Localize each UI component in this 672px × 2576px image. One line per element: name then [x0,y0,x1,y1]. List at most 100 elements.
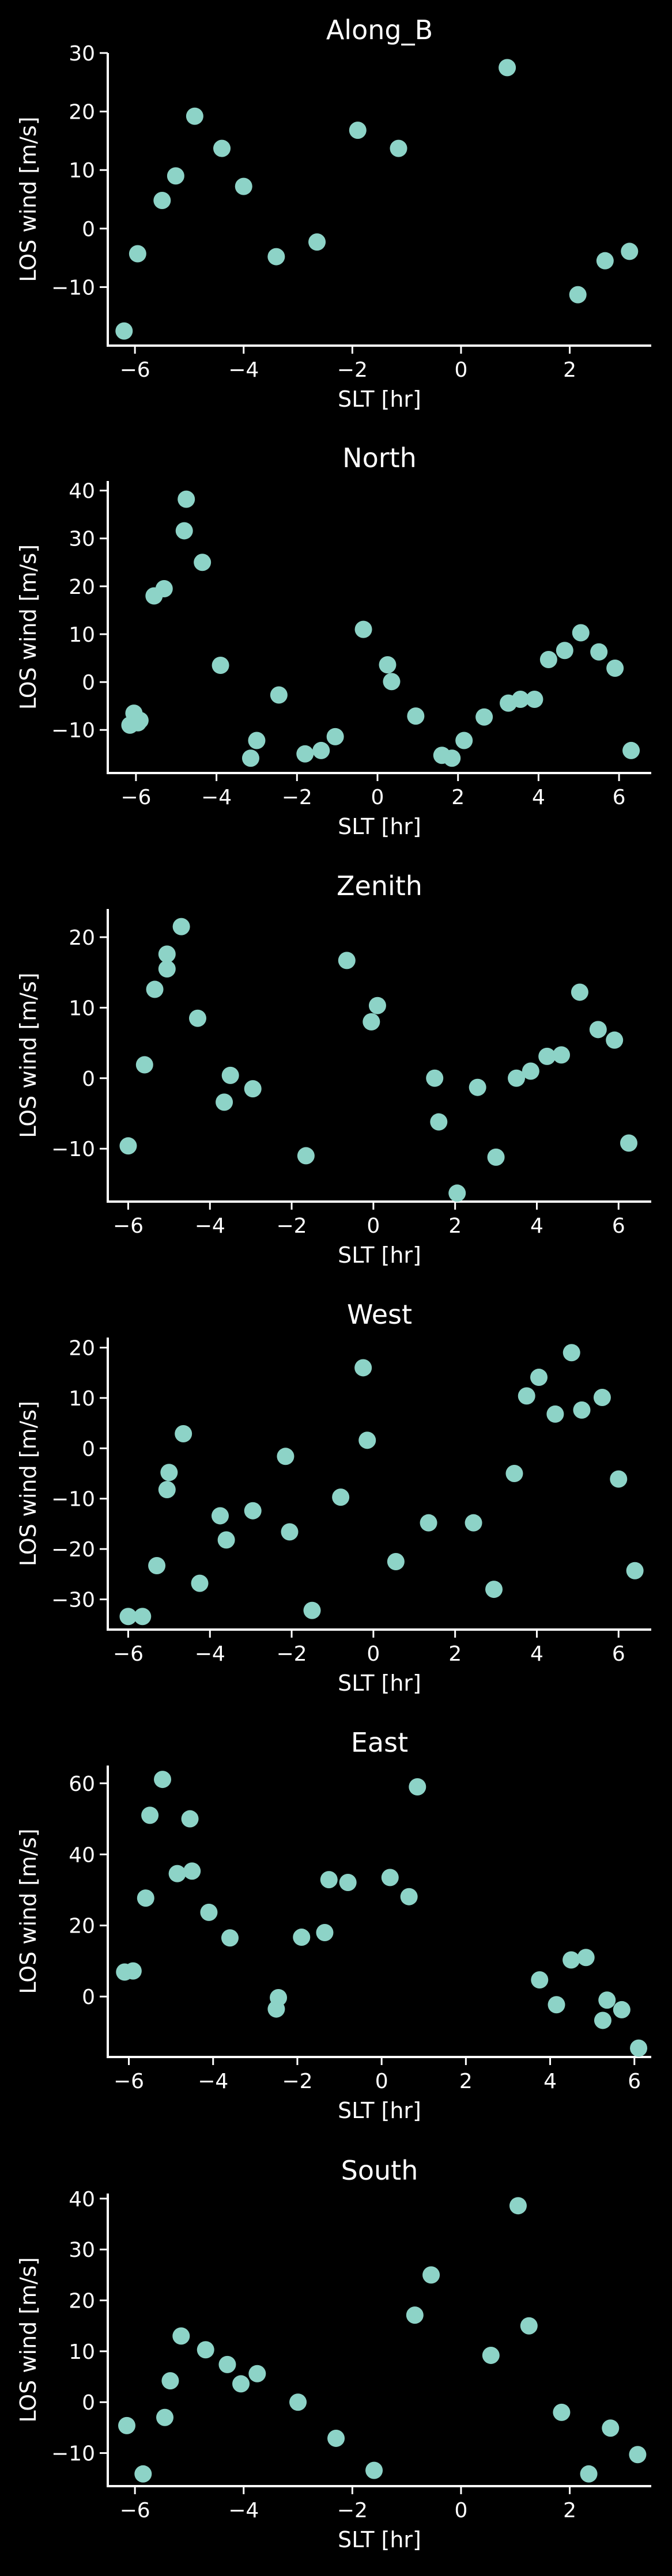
data-point [293,1929,311,1946]
data-point [455,732,473,749]
y-tick-label: 20 [69,1336,95,1360]
data-point [154,1771,172,1789]
x-tick-label: 2 [563,358,576,382]
data-point [134,2465,152,2483]
y-tick-label: 10 [69,997,95,1020]
data-point [183,1862,201,1880]
x-axis-label: SLT [hr] [338,1670,421,1696]
data-point [270,686,288,704]
y-axis-label: LOS wind [m/s] [16,2257,41,2422]
data-point [400,1888,418,1906]
data-point [606,659,624,677]
x-tick-label: −2 [282,2070,312,2093]
data-point [629,2446,647,2464]
data-point [175,1425,192,1442]
x-tick-label: 4 [530,1214,543,1238]
chart-title: West [347,1299,412,1330]
data-point [487,1148,505,1166]
data-point [312,741,330,759]
x-tick-label: 6 [628,2070,641,2093]
data-point [267,248,285,266]
panel-south: South −6 −4 −2 0 2 −10 0 10 20 30 40 SLT [hr] LOS win… [16,2155,651,2552]
y-tick-label: −10 [51,2442,95,2466]
data-point [118,2416,136,2434]
x-tick-label: 2 [451,786,465,809]
panel-zenith: Zenith −6 −4 −2 0 2 4 6 −10 0 10 20 SLT [hr] LOS wind… [16,870,651,1268]
data-point [465,1514,482,1532]
data-point [194,554,212,571]
data-point [200,1903,218,1921]
data-point [213,139,231,157]
data-point [531,1971,549,1989]
data-point [594,2011,611,2029]
data-point [146,980,164,998]
data-point [530,1369,548,1387]
y-tick-label: −30 [51,1589,95,1612]
data-point [602,2419,620,2437]
data-point [508,1069,526,1087]
y-tick-label: 0 [82,1437,95,1461]
x-tick-label: −6 [113,1642,144,1666]
y-axis-label: LOS wind [m/s] [16,116,41,282]
y-tick-label: 30 [69,528,95,551]
data-point [571,983,588,1001]
data-point [509,2197,527,2215]
x-tick-label: 2 [448,1214,462,1238]
y-tick-label: 20 [69,926,95,950]
data-point [175,522,193,540]
y-axis-label: LOS wind [m/s] [16,1828,41,1994]
x-tick-label: −6 [114,2070,144,2093]
data-point [158,960,176,978]
data-point [241,749,259,767]
data-point [556,642,573,660]
y-tick-label: −10 [51,719,95,743]
data-point [626,1562,644,1579]
data-point [406,2306,424,2324]
data-point [248,732,266,749]
y-tick-label: 30 [69,42,95,66]
panel-north: North −6 −4 −2 0 2 4 6 −10 0 10 20 30 40 SLT [hr] LOS w… [16,442,651,839]
y-tick-label: 40 [69,480,95,503]
data-point [589,1021,607,1039]
data-point [390,139,407,157]
data-point [580,2465,598,2483]
y-tick-label: 20 [69,1915,95,1938]
y-tick-label: 40 [69,1843,95,1867]
x-tick-label: −4 [198,2070,228,2093]
data-point [562,1951,580,1969]
data-point [119,1608,137,1626]
data-point [548,1996,565,2014]
data-point [358,1431,376,1449]
data-point [630,2039,648,2057]
y-tick-label: 20 [69,101,95,124]
data-point [354,620,372,638]
data-point [326,728,344,745]
data-point [141,1806,159,1824]
y-tick-label: 10 [69,2340,95,2364]
data-point [135,1056,153,1074]
data-point [553,2403,571,2421]
data-point [526,691,543,709]
y-tick-label: 10 [69,623,95,647]
data-point [186,107,203,125]
data-point [622,741,640,759]
data-point [553,1046,571,1064]
data-point [598,1991,616,2009]
data-point [522,1062,539,1080]
y-tick-label: −10 [51,1488,95,1511]
x-tick-label: 4 [532,786,545,809]
data-point [572,624,590,642]
y-tick-label: 10 [69,1387,95,1411]
data-point [430,1113,448,1131]
data-point [137,1889,154,1907]
data-point [485,1581,503,1598]
data-point [115,322,133,340]
data-point [212,656,229,674]
data-point [161,2372,179,2390]
data-point [281,1523,299,1541]
y-axis-label: LOS wind [m/s] [16,972,41,1138]
data-point [244,1080,262,1098]
x-tick-label: −6 [113,1214,144,1238]
